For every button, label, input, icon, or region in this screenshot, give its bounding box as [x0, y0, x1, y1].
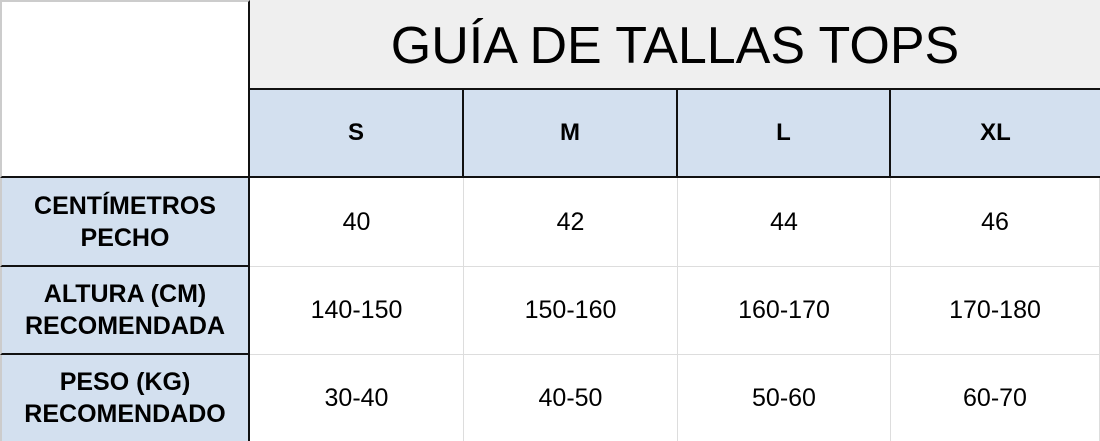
- table-cell: 30-40: [250, 355, 464, 441]
- table-cell: 140-150: [250, 267, 464, 355]
- table-cell: 60-70: [891, 355, 1100, 441]
- table-cell: 40-50: [464, 355, 678, 441]
- table-cell: 40: [250, 178, 464, 267]
- row-header-chest: CENTÍMETROS PECHO: [0, 178, 250, 267]
- table-cell: 170-180: [891, 267, 1100, 355]
- table-cell: 160-170: [678, 267, 891, 355]
- size-header-l: L: [678, 90, 891, 178]
- table-cell: 50-60: [678, 355, 891, 441]
- row-header-line: PECHO: [80, 223, 170, 252]
- table-cell: 42: [464, 178, 678, 267]
- table-cell: 150-160: [464, 267, 678, 355]
- empty-corner-cell: [0, 0, 250, 178]
- row-header-line: ALTURA (CM): [43, 280, 207, 308]
- table-cell: 46: [891, 178, 1100, 267]
- table-cell: 44: [678, 178, 891, 267]
- size-header-xl: XL: [891, 90, 1100, 178]
- row-header-line: RECOMENDADA: [25, 312, 225, 340]
- row-header-line: RECOMENDADO: [24, 400, 226, 428]
- row-header-height: ALTURA (CM) RECOMENDADA: [0, 267, 250, 355]
- size-header-s: S: [250, 90, 464, 178]
- row-header-line: CENTÍMETROS: [34, 191, 216, 220]
- table-title: GUÍA DE TALLAS TOPS: [250, 0, 1100, 90]
- size-header-m: M: [464, 90, 678, 178]
- row-header-line: PESO (KG): [59, 368, 191, 396]
- row-header-weight: PESO (KG) RECOMENDADO: [0, 355, 250, 441]
